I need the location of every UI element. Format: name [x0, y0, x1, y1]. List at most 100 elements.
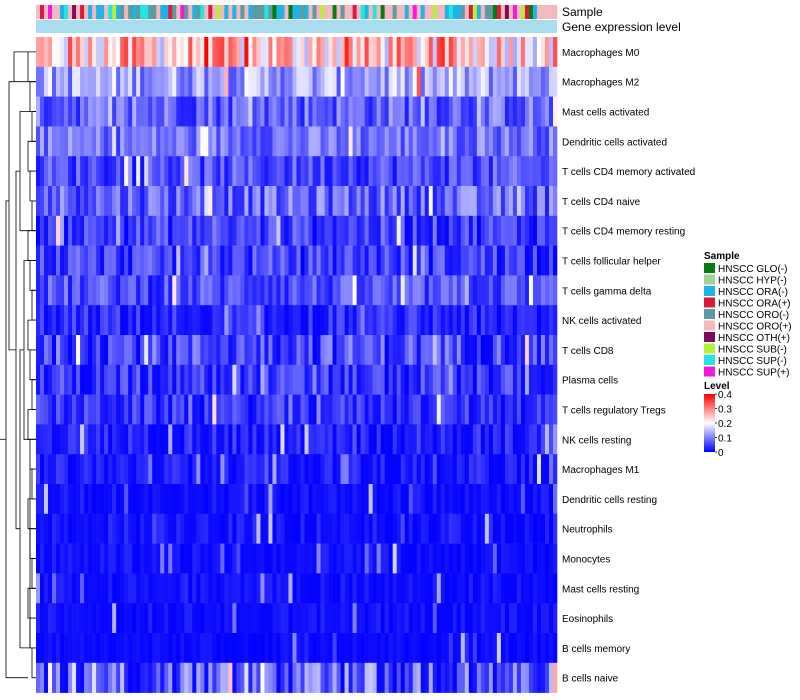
heatmap-cell: [396, 662, 401, 693]
heatmap-cell: [160, 215, 165, 246]
heatmap-cell: [176, 37, 181, 68]
heatmap-cell: [464, 245, 470, 276]
heatmap-cell: [392, 186, 397, 217]
heatmap-cell: [456, 305, 462, 336]
heatmap-cell: [132, 454, 137, 485]
heatmap-cell: [476, 633, 482, 664]
heatmap-cell: [420, 37, 426, 68]
dendrogram-branch: [13, 51, 28, 83]
heatmap-cell: [552, 603, 558, 634]
heatmap-cell: [240, 484, 245, 515]
heatmap-cell: [120, 186, 125, 217]
heatmap-cell: [156, 37, 161, 68]
heatmap-cell: [88, 633, 93, 664]
heatmap-cell: [412, 37, 418, 68]
heatmap-cell: [152, 394, 157, 425]
sample-annotation-cell: [136, 5, 141, 19]
heatmap-cell: [84, 126, 89, 157]
heatmap-cell: [296, 484, 301, 515]
heatmap-cell: [160, 275, 165, 306]
heatmap-cell: [512, 96, 518, 127]
heatmap-cell: [244, 275, 249, 306]
heatmap-cell: [388, 126, 393, 157]
heatmap-cell: [544, 454, 550, 485]
heatmap-cell: [92, 275, 97, 306]
heatmap-cell: [444, 126, 450, 157]
heatmap-cell: [516, 573, 522, 604]
heatmap-cell: [168, 513, 173, 544]
heatmap-cell: [204, 305, 209, 336]
heatmap-cell: [244, 215, 249, 246]
heatmap-cell: [200, 662, 205, 693]
sample-annotation-cell: [456, 5, 462, 19]
heatmap-cell: [548, 454, 554, 485]
heatmap-cell: [184, 156, 189, 187]
row-label: Eosinophils: [562, 614, 613, 625]
heatmap-cell: [372, 484, 377, 515]
heatmap-cell: [400, 364, 406, 395]
heatmap-cell: [224, 573, 229, 604]
heatmap-cell: [384, 126, 389, 157]
heatmap-cell: [64, 513, 69, 544]
heatmap-cell: [304, 245, 309, 276]
heatmap-cell: [148, 305, 153, 336]
heatmap-cell: [148, 543, 153, 574]
heatmap-cell: [160, 156, 165, 187]
heatmap-cell: [112, 215, 117, 246]
heatmap-cell: [120, 484, 125, 515]
heatmap-cell: [168, 156, 173, 187]
heatmap-cell: [432, 96, 438, 127]
heatmap-cell: [412, 364, 418, 395]
heatmap-cell: [428, 275, 434, 306]
heatmap-cell: [312, 37, 317, 68]
sample-annotation-cell: [188, 5, 193, 19]
heatmap-cell: [308, 543, 313, 574]
heatmap-cell: [336, 633, 341, 664]
heatmap-cell: [524, 543, 530, 574]
heatmap-cell: [436, 573, 442, 604]
heatmap-cell: [412, 394, 418, 425]
heatmap-cell: [480, 633, 486, 664]
heatmap-cell: [380, 156, 385, 187]
sample-annotation-cell: [244, 5, 249, 19]
heatmap-cell: [436, 394, 442, 425]
heatmap-cell: [452, 156, 458, 187]
heatmap-cell: [484, 662, 490, 693]
heatmap-cell: [280, 305, 285, 336]
heatmap-cell: [288, 662, 293, 693]
heatmap-cell: [112, 633, 117, 664]
heatmap-cell: [176, 305, 181, 336]
heatmap-cell: [148, 37, 153, 68]
heatmap-cell: [512, 543, 518, 574]
heatmap-cell: [96, 245, 101, 276]
heatmap-cell: [296, 573, 301, 604]
heatmap-cell: [544, 424, 550, 455]
heatmap-cell: [536, 633, 542, 664]
heatmap-cell: [328, 275, 333, 306]
heatmap-cell: [192, 215, 197, 246]
heatmap-cell: [408, 573, 414, 604]
heatmap-cell: [116, 454, 121, 485]
heatmap-cell: [292, 573, 297, 604]
heatmap-cell: [516, 275, 522, 306]
row-dendrogram: [0, 51, 36, 679]
heatmap-cell: [388, 245, 393, 276]
heatmap-cell: [244, 126, 249, 157]
heatmap-cell: [172, 37, 177, 68]
heatmap-cell: [144, 275, 149, 306]
heatmap-cell: [232, 215, 237, 246]
heatmap-cell: [312, 186, 317, 217]
heatmap-cell: [376, 424, 381, 455]
heatmap-cell: [104, 37, 109, 68]
heatmap-cell: [424, 156, 430, 187]
sample-legend-swatch: [704, 320, 715, 331]
heatmap-cell: [220, 543, 225, 574]
heatmap-cell: [484, 245, 490, 276]
heatmap-cell: [320, 215, 325, 246]
heatmap-cell: [248, 633, 253, 664]
heatmap-cell: [168, 394, 173, 425]
heatmap-cell: [160, 603, 165, 634]
heatmap-cell: [132, 245, 137, 276]
heatmap-cell: [384, 186, 389, 217]
heatmap-cell: [56, 394, 61, 425]
